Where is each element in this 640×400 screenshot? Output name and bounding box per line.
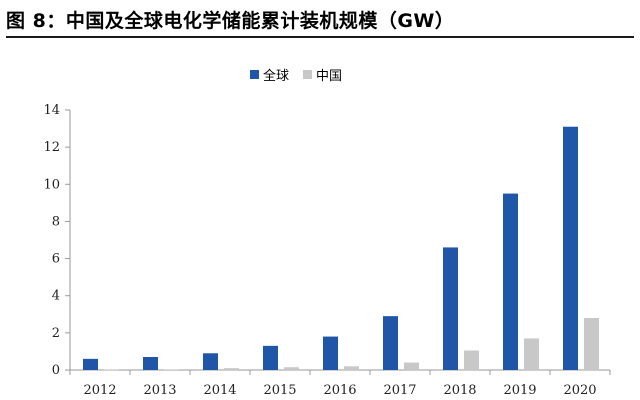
chart-header: 图 8：中国及全球电化学储能累计装机规模（GW） xyxy=(6,2,634,38)
legend-label-global: 全球 xyxy=(263,68,290,84)
bar-global-2018 xyxy=(443,247,458,370)
bar-global-2019 xyxy=(503,193,518,370)
x-tick-label: 2019 xyxy=(503,383,536,398)
y-tick-label: 14 xyxy=(43,103,60,118)
bar-china-2018 xyxy=(464,350,479,370)
bar-china-2012 xyxy=(104,369,119,371)
bar-china-2019 xyxy=(524,338,539,370)
legend-label-china: 中国 xyxy=(316,68,343,84)
x-tick-label: 2015 xyxy=(263,383,296,398)
x-tick-label: 2018 xyxy=(443,383,476,398)
bar-china-2013 xyxy=(164,369,179,370)
x-tick-label: 2012 xyxy=(83,383,116,398)
x-tick-label: 2014 xyxy=(203,383,236,398)
y-tick-label: 2 xyxy=(52,326,60,341)
x-tick-label: 2016 xyxy=(323,383,356,398)
bar-global-2013 xyxy=(143,357,158,370)
bar-global-2014 xyxy=(203,353,218,370)
y-tick-label: 6 xyxy=(52,252,60,267)
bar-global-2017 xyxy=(383,316,398,370)
y-tick-label: 0 xyxy=(52,363,60,378)
x-tick-label: 2013 xyxy=(143,383,176,398)
y-tick-label: 4 xyxy=(52,289,60,304)
y-tick-label: 8 xyxy=(52,214,60,229)
x-tick-label: 2017 xyxy=(383,383,416,398)
bar-global-2020 xyxy=(563,126,578,370)
bar-global-2012 xyxy=(83,358,98,370)
bar-china-2015 xyxy=(284,367,299,370)
x-tick-label: 2020 xyxy=(563,383,596,398)
bar-global-2015 xyxy=(263,345,278,370)
bar-china-2016 xyxy=(344,366,359,370)
bar-china-2017 xyxy=(404,362,419,370)
bar-global-2016 xyxy=(323,336,338,370)
legend-swatch-global xyxy=(250,69,259,79)
bar-china-2020 xyxy=(584,318,599,370)
legend-item-global: 全球 xyxy=(250,65,289,84)
chart-title: 图 8：中国及全球电化学储能累计装机规模（GW） xyxy=(6,9,455,32)
legend-swatch-china xyxy=(303,69,313,79)
legend: 全球 中国 xyxy=(250,64,356,84)
legend-item-china: 中国 xyxy=(303,65,342,84)
bar-china-2014 xyxy=(224,368,239,370)
y-tick-label: 10 xyxy=(43,177,60,192)
y-tick-label: 12 xyxy=(43,140,60,155)
